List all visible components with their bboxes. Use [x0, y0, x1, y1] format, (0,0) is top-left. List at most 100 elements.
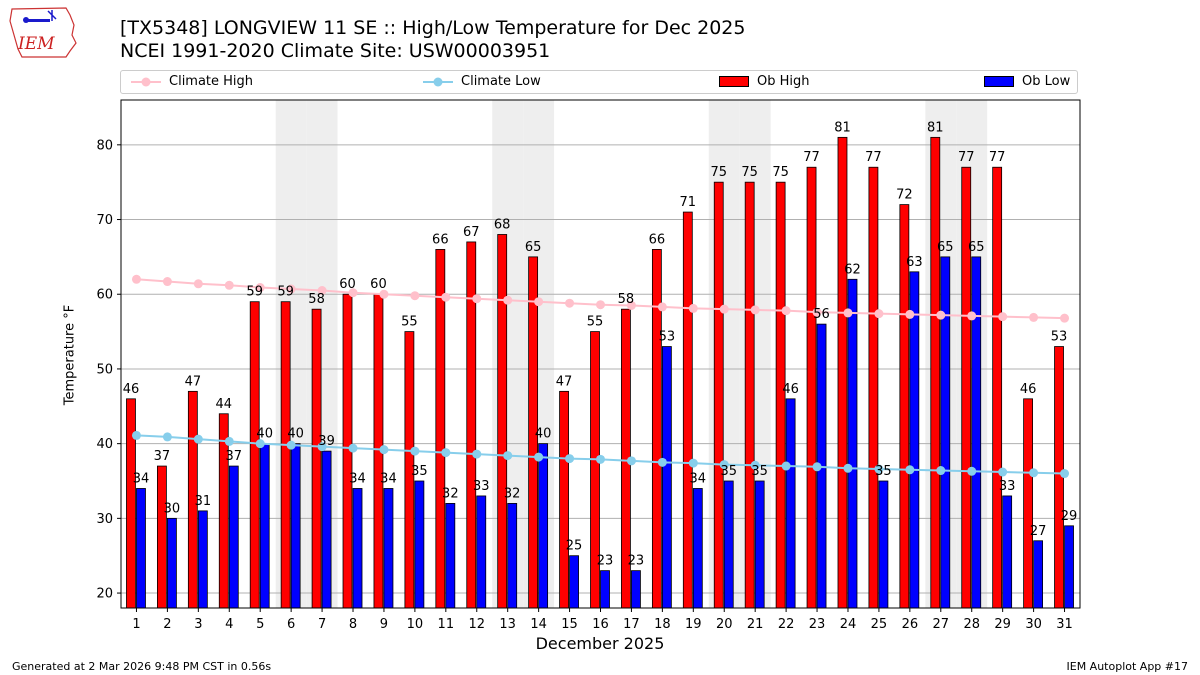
legend-ob-low: Ob Low [984, 74, 1070, 89]
x-tick-label: 6 [287, 617, 295, 632]
climate-high-point [131, 274, 141, 284]
climate-high-point [162, 277, 172, 287]
x-tick-label: 22 [778, 617, 795, 632]
ob-low-bar [723, 480, 734, 609]
climate-high-point [596, 300, 605, 310]
climate-low-point [626, 456, 636, 466]
x-tick-label: 16 [592, 617, 609, 632]
climate-low-point [874, 464, 884, 474]
climate-low-point [905, 465, 915, 475]
ob-low-bar [692, 488, 703, 609]
ob-low-data-label: 35 [720, 464, 737, 479]
climate-high-point [255, 283, 265, 293]
y-tick-label: 20 [96, 587, 113, 602]
climate-low-point [317, 442, 327, 452]
x-tick-label: 5 [256, 617, 264, 632]
ob-low-data-label: 29 [1061, 509, 1078, 524]
climate-low-point [224, 436, 234, 446]
climate-low-point [255, 439, 265, 449]
ob-high-data-label: 77 [803, 150, 820, 165]
climate-high-line-icon [131, 77, 161, 86]
ob-low-data-label: 33 [999, 479, 1016, 494]
ob-high-bar [930, 136, 941, 609]
climate-high-point [812, 307, 822, 317]
ob-high-bar [311, 308, 322, 609]
ob-high-bar [744, 181, 755, 609]
climate-high-point [441, 292, 451, 302]
climate-high-point [348, 288, 358, 298]
climate-high-point [750, 305, 760, 315]
climate-high-point [1060, 313, 1070, 323]
ob-high-bar [868, 166, 879, 609]
chart-title: [TX5348] LONGVIEW 11 SE :: High/Low Temp… [120, 17, 746, 39]
ob-low-bar [909, 271, 920, 609]
climate-high-point [905, 309, 915, 319]
climate-low-point [131, 430, 141, 440]
climate-low-point [1029, 468, 1039, 478]
ob-high-data-label: 75 [772, 165, 789, 180]
ob-low-bar [1002, 495, 1013, 609]
ob-low-bar [197, 510, 208, 609]
climate-high-point [534, 297, 544, 307]
ob-low-bar [290, 443, 301, 609]
ob-high-data-label: 59 [277, 285, 294, 300]
climate-low-point [503, 451, 513, 461]
ob-high-data-label: 77 [865, 150, 882, 165]
ob-low-data-label: 34 [380, 471, 397, 486]
climate-low-point [657, 457, 667, 467]
x-tick-label: 14 [530, 617, 547, 632]
ob-low-data-label: 62 [844, 262, 861, 277]
climate-high-point [657, 302, 667, 312]
ob-low-bar [259, 443, 270, 609]
x-tick-label: 12 [468, 617, 485, 632]
climate-high-point [472, 294, 482, 304]
ob-low-data-label: 35 [411, 464, 428, 479]
y-tick-label: 40 [96, 437, 113, 452]
x-tick-label: 19 [685, 617, 702, 632]
climate-low-point [967, 466, 977, 476]
climate-high-point [874, 309, 884, 319]
x-tick-label: 25 [871, 617, 888, 632]
ob-low-data-label: 56 [813, 307, 830, 322]
ob-low-bar [1064, 525, 1074, 609]
ob-high-bar [992, 166, 1003, 609]
ob-low-data-label: 31 [195, 494, 212, 509]
climate-high-point [503, 295, 513, 305]
climate-low-point [812, 462, 822, 472]
ob-low-swatch-icon [984, 75, 1014, 87]
ob-high-data-label: 77 [958, 150, 975, 165]
climate-high-point [410, 291, 420, 301]
ob-low-bar [847, 278, 858, 609]
ob-low-data-label: 40 [256, 427, 273, 442]
ob-high-bar [559, 390, 569, 609]
climate-low-point [410, 446, 420, 456]
ob-low-data-label: 23 [628, 554, 645, 569]
climate-high-point [193, 279, 203, 289]
climate-high-point [967, 311, 977, 321]
climate-high-point [379, 289, 389, 299]
ob-high-bar [497, 234, 508, 609]
x-tick-label: 8 [349, 617, 357, 632]
x-tick-label: 4 [225, 617, 233, 632]
ob-high-data-label: 58 [618, 292, 635, 307]
x-tick-label: 29 [994, 617, 1011, 632]
ob-low-bar [785, 398, 796, 609]
climate-low-point [348, 443, 358, 453]
climate-high-point [626, 300, 636, 310]
legend-climate-low-label: Climate Low [461, 74, 541, 89]
ob-low-bar [167, 517, 177, 609]
ob-high-data-label: 46 [123, 382, 140, 397]
climate-high-point [719, 304, 729, 314]
y-axis-label: Temperature °F [62, 304, 78, 406]
climate-low-point [565, 454, 575, 464]
x-tick-label: 11 [438, 617, 455, 632]
climate-low-point [472, 449, 482, 459]
climate-high-point [936, 310, 946, 320]
ob-low-bar [136, 488, 146, 609]
x-tick-label: 23 [809, 617, 826, 632]
y-tick-label: 70 [96, 213, 113, 228]
ob-low-data-label: 40 [535, 427, 552, 442]
ob-high-data-label: 59 [246, 285, 263, 300]
ob-low-data-label: 46 [782, 382, 799, 397]
